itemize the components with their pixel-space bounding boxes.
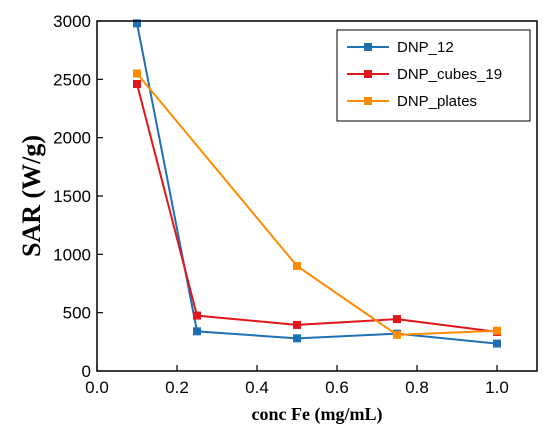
- data-point: [393, 315, 401, 324]
- legend: DNP_12 DNP_cubes_19 DNP_plates: [336, 29, 531, 122]
- data-point: [493, 339, 501, 348]
- data-point: [193, 327, 201, 336]
- data-point: [293, 320, 301, 329]
- series-line: [136, 72, 498, 336]
- data-point: [193, 311, 201, 320]
- data-point: [393, 330, 401, 339]
- data-point: [293, 334, 301, 343]
- data-point: [133, 19, 141, 28]
- series-layer: [133, 19, 501, 348]
- ticks-layer: 0.0 0.2 0.4 0.6 0.8 1.0 0 500 1000 1500 2000 2500 30…: [53, 12, 509, 397]
- x-tick-label: 0.6: [325, 378, 349, 397]
- data-point: [493, 326, 501, 335]
- legend-items: DNP_12 DNP_cubes_19 DNP_plates: [347, 39, 502, 110]
- legend-item: DNP_cubes_19: [347, 66, 502, 83]
- data-point: [293, 262, 301, 270]
- legend-swatch-marker: [364, 97, 372, 105]
- series-DNP_plates: [133, 69, 501, 339]
- legend-swatch-marker: [364, 70, 372, 78]
- y-tick-label: 0: [82, 362, 91, 381]
- y-tick-label: 2500: [53, 70, 91, 89]
- legend-swatch-marker: [364, 43, 372, 51]
- y-tick-label: 3000: [53, 12, 91, 31]
- x-tick-label: 0.0: [85, 378, 109, 397]
- x-tick-label: 0.4: [245, 378, 269, 397]
- legend-item: DNP_plates: [347, 93, 477, 110]
- data-point: [133, 69, 141, 78]
- y-tick-label: 500: [63, 304, 91, 323]
- y-tick-label: 2000: [53, 129, 91, 148]
- x-tick-label: 1.0: [485, 378, 509, 397]
- legend-item: DNP_12: [347, 39, 454, 56]
- legend-label: DNP_cubes_19: [397, 66, 502, 83]
- y-tick-label: 1500: [53, 187, 91, 206]
- x-axis-label: conc Fe (mg/mL): [252, 404, 383, 425]
- y-axis-label: SAR (W/g): [17, 135, 46, 257]
- legend-label: DNP_plates: [397, 93, 477, 110]
- legend-label: DNP_12: [397, 39, 454, 56]
- data-point: [133, 80, 141, 88]
- x-tick-label: 0.2: [165, 378, 189, 397]
- y-tick-label: 1000: [53, 245, 91, 264]
- x-tick-label: 0.8: [405, 378, 429, 397]
